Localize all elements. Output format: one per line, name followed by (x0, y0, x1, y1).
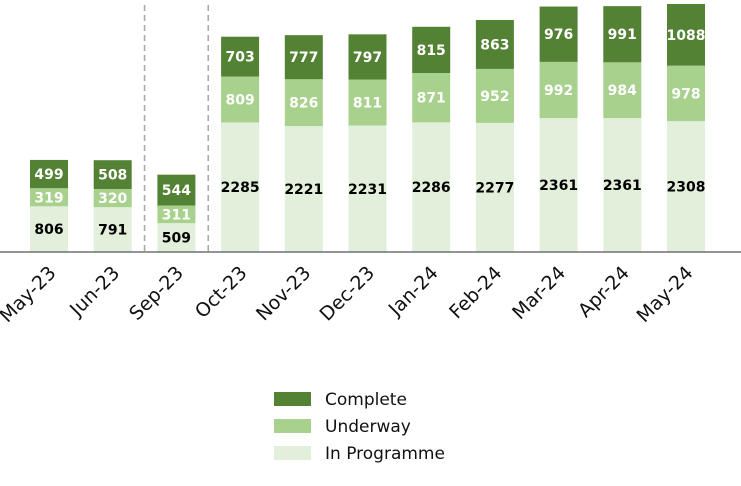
bar-segment (475, 122, 514, 252)
x-tick-label: Oct-23 (191, 262, 252, 323)
legend-swatch (274, 392, 311, 406)
x-tick-label: Nov-23 (252, 262, 315, 325)
bar-value-labels: 806 319 499 791 320 508 509 311 544 2285 809 703 222… (34, 27, 705, 246)
bar-value-label: 811 (353, 96, 382, 112)
bar-segment (348, 79, 387, 126)
x-tick-labels: May-23 Jun-23 Sep-23 Oct-23 Nov-23 Dec-23 Jan-… (0, 262, 698, 327)
x-tick-label: Dec-23 (316, 262, 380, 326)
bar-value-label: 2277 (475, 180, 514, 196)
bar-value-label: 2361 (603, 178, 642, 194)
legend-label: Complete (325, 390, 407, 410)
bar-value-label: 863 (480, 37, 509, 53)
x-tick-label: Jun-23 (65, 262, 124, 321)
bar-segment (284, 79, 323, 127)
x-tick-label: May-24 (632, 262, 697, 327)
bar-segment (475, 19, 514, 69)
bar-segment (157, 223, 196, 252)
bar-segment (348, 34, 387, 80)
bar-segment (667, 3, 705, 66)
bar-value-label: 508 (98, 168, 127, 184)
bar-value-label: 2285 (221, 180, 260, 196)
x-tick-label: Sep-23 (125, 262, 188, 325)
bar-segment (603, 62, 642, 119)
dashed-separators (143, 5, 210, 252)
bar-segment (93, 207, 132, 252)
bar-value-label: 991 (608, 27, 637, 43)
bar-segment (603, 6, 642, 63)
bar-segment (412, 72, 451, 123)
bar-value-label: 797 (353, 50, 382, 66)
bar-value-label: 2361 (539, 178, 578, 194)
bar-value-label: 2286 (412, 180, 451, 196)
bar-value-label: 809 (225, 93, 254, 109)
bar-value-label: 2221 (284, 182, 323, 198)
bar-value-label: 777 (289, 50, 318, 66)
bar-value-label: 311 (162, 207, 191, 223)
x-tick-label: Feb-24 (445, 262, 506, 323)
bar-value-label: 320 (98, 191, 127, 207)
bar-value-label: 1088 (667, 28, 706, 44)
bar-segment (475, 68, 514, 123)
bar-value-label: 815 (417, 43, 446, 59)
bar-segment (93, 160, 132, 190)
bar-segment (30, 188, 68, 207)
bar-value-label: 791 (98, 223, 127, 239)
bar-value-label: 2308 (667, 180, 706, 196)
x-tick-label: Mar-24 (508, 262, 570, 324)
bar-value-label: 499 (34, 167, 63, 183)
bar-value-label: 976 (544, 27, 573, 43)
bar-segment (221, 76, 260, 123)
legend-swatch (274, 419, 311, 433)
bar-segment (539, 118, 578, 252)
legend-swatch (274, 446, 311, 460)
bar-segment (284, 126, 323, 252)
bar-segment (284, 35, 323, 80)
bar-value-label: 978 (671, 86, 700, 102)
legend-label: Underway (325, 417, 411, 437)
bar-value-label: 952 (480, 89, 509, 105)
bar-value-label: 826 (289, 96, 318, 112)
legend: Complete Underway In Programme (274, 390, 445, 464)
bar-value-label: 544 (162, 183, 191, 199)
bar-value-label: 703 (225, 50, 254, 66)
bar-segment (30, 206, 68, 252)
bar-value-label: 984 (608, 83, 637, 99)
bar-segment (221, 36, 260, 77)
bar-segment (348, 125, 387, 252)
bar-value-label: 2231 (348, 182, 387, 198)
bar-value-label: 871 (417, 91, 446, 107)
bar-segment (93, 189, 132, 208)
legend-label: In Programme (325, 444, 445, 464)
bar-segment (667, 65, 705, 122)
bar-segment (667, 121, 705, 252)
bar-segment (157, 205, 196, 224)
bars (30, 3, 705, 253)
x-tick-label: May-23 (0, 262, 61, 327)
bar-value-label: 319 (34, 190, 63, 206)
bar-segment (30, 159, 68, 189)
bar-value-label: 806 (34, 222, 63, 238)
bar-segment (157, 174, 196, 206)
bar-segment (412, 26, 451, 73)
x-tick-label: Jan-24 (384, 262, 443, 321)
bar-value-label: 509 (162, 231, 191, 247)
bar-segment (603, 118, 642, 252)
bar-segment (539, 6, 578, 62)
bar-segment (221, 122, 260, 253)
bar-segment (412, 122, 451, 253)
bar-segment (539, 61, 578, 119)
bar-value-label: 992 (544, 83, 573, 99)
x-tick-label: Apr-24 (574, 262, 634, 322)
